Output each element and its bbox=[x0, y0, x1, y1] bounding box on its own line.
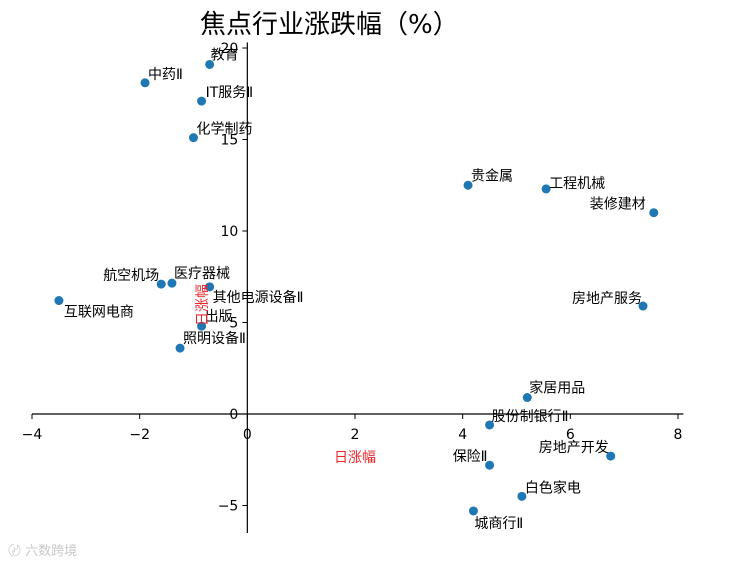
point-label: 照明设备Ⅱ bbox=[183, 330, 246, 347]
y-axis-label: 日涨幅 bbox=[195, 284, 211, 326]
y-tick-label: 20 bbox=[221, 41, 239, 57]
data-point bbox=[189, 133, 198, 143]
point-label: 中药Ⅱ bbox=[148, 67, 183, 83]
point-label: 工程机械 bbox=[549, 176, 605, 192]
point-label: 贵金属 bbox=[471, 168, 513, 184]
data-point bbox=[167, 278, 177, 288]
watermark-text: 六数跨境 bbox=[25, 544, 78, 559]
point-label: 医疗器械 bbox=[174, 266, 230, 282]
data-point bbox=[638, 301, 648, 311]
data-point bbox=[541, 184, 551, 194]
y-tick-labels: −5 0 5 10 15 20 bbox=[218, 41, 239, 515]
point-label: 股份制银行Ⅱ bbox=[492, 409, 569, 425]
data-point bbox=[205, 282, 215, 292]
point-labels: 教育中药Ⅱ IT服务Ⅱ 化学制药贵金属工程机械装修建材航空机场 医疗器械其他电源设备Ⅱ… bbox=[64, 47, 646, 532]
logo-icon: 〄 bbox=[8, 544, 26, 559]
data-point bbox=[649, 208, 659, 218]
data-point bbox=[463, 180, 473, 190]
x-axis-label: 日涨幅 bbox=[334, 450, 376, 466]
point-label: 家居用品 bbox=[529, 380, 585, 397]
y-tick-label: 15 bbox=[221, 133, 239, 149]
data-point bbox=[468, 506, 478, 516]
point-label: 化学制药 bbox=[197, 122, 253, 138]
data-point bbox=[205, 59, 215, 69]
data-point bbox=[485, 420, 495, 430]
data-point bbox=[197, 96, 207, 106]
x-tick-labels: −4 −2 0 2 4 6 8 bbox=[22, 427, 683, 443]
data-point bbox=[140, 78, 150, 88]
x-tick-label: 8 bbox=[674, 427, 683, 443]
data-point bbox=[485, 460, 495, 470]
point-label: 房地产开发 bbox=[539, 440, 609, 456]
axes bbox=[31, 42, 684, 533]
data-point bbox=[606, 451, 616, 461]
point-label: 白色家电 bbox=[525, 479, 581, 496]
x-tick-label: −2 bbox=[129, 427, 150, 443]
y-tick-label: 10 bbox=[221, 224, 239, 240]
data-point bbox=[197, 321, 207, 331]
y-tick-label: −5 bbox=[218, 499, 239, 515]
y-tick-label: 5 bbox=[229, 316, 238, 332]
point-label: 保险Ⅱ bbox=[453, 449, 488, 465]
point-label: 航空机场 bbox=[103, 268, 159, 284]
x-tick-label: 6 bbox=[566, 427, 575, 443]
x-tick-label: −4 bbox=[22, 427, 43, 443]
y-tick-label: 0 bbox=[229, 407, 238, 423]
chart-title: 焦点行业涨跌幅（%） bbox=[200, 10, 459, 40]
point-label: IT服务Ⅱ bbox=[206, 85, 254, 101]
data-point bbox=[54, 296, 64, 306]
data-point bbox=[156, 279, 166, 289]
point-label: 教育 bbox=[211, 47, 239, 63]
point-label: 城商行Ⅱ bbox=[474, 516, 523, 532]
data-point bbox=[522, 393, 532, 403]
x-tick-label: 4 bbox=[458, 427, 467, 443]
data-point bbox=[175, 343, 185, 353]
data-points bbox=[54, 59, 659, 516]
point-label: 房地产服务 bbox=[572, 291, 642, 307]
x-tick-label: 0 bbox=[243, 427, 252, 443]
watermark: 〄 六数跨境 bbox=[8, 540, 77, 559]
point-label: 装修建材 bbox=[590, 197, 646, 213]
data-point bbox=[517, 491, 527, 501]
point-label: 出版 bbox=[205, 309, 233, 325]
point-label: 其他电源设备Ⅱ bbox=[213, 289, 304, 306]
x-tick-label: 2 bbox=[351, 427, 360, 443]
point-label: 互联网电商 bbox=[64, 305, 134, 321]
